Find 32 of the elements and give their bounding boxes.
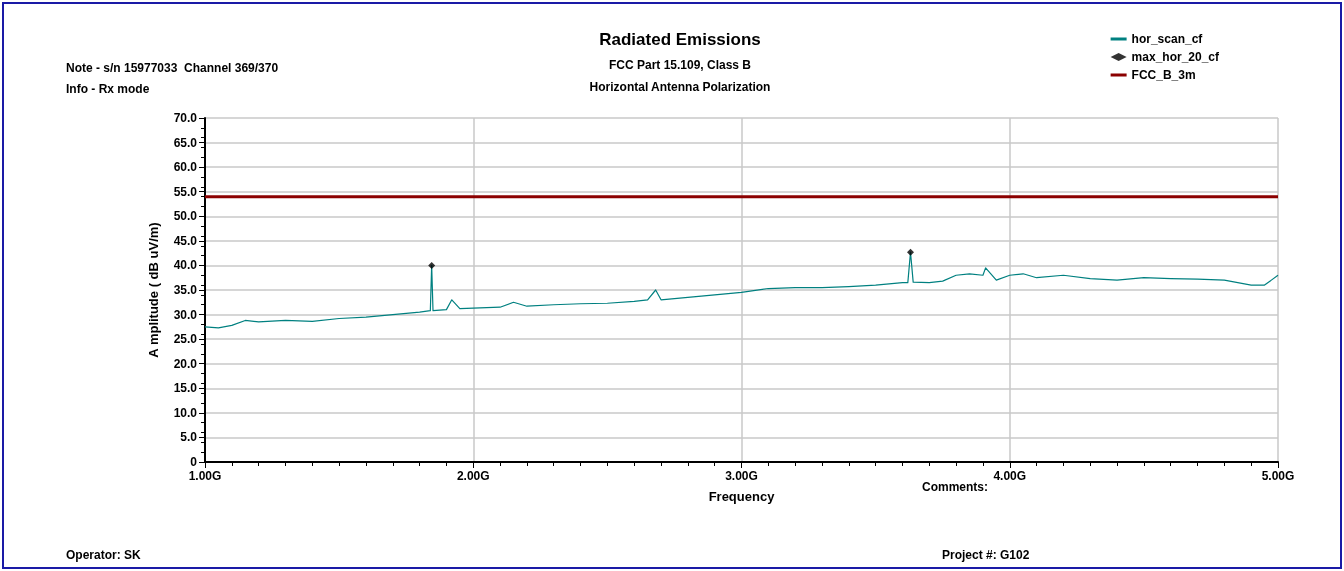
y-tick-label: 15.0	[173, 381, 198, 396]
x-axis-title: Frequency	[708, 489, 776, 504]
y-tick-label: 50.0	[173, 209, 198, 224]
text: Note - s/n 15977033 Channel 369/370	[66, 61, 279, 75]
y-tick-label: 20.0	[173, 356, 198, 371]
text: Operator: SK	[66, 548, 142, 562]
chart-title: Radiated Emissions	[599, 30, 761, 49]
y-tick-label: 60.0	[173, 160, 198, 175]
text: Info - Rx mode	[66, 82, 150, 96]
chart-subtitle: FCC Part 15.109, Class B Horizontal Antenna Polarization	[589, 58, 771, 94]
y-tick-label: 30.0	[173, 307, 198, 322]
legend-label: FCC_B_3m	[1131, 68, 1196, 82]
x-tick-label: 4.00G	[993, 469, 1027, 483]
x-tick-label: 1.00G	[188, 469, 222, 483]
y-tick-label: 40.0	[173, 258, 198, 273]
x-tick-label: 3.00G	[725, 469, 758, 483]
y-tick-label: 45.0	[173, 233, 198, 248]
y-tick-label: 0	[190, 455, 198, 469]
y-tick-label: 10.0	[173, 405, 198, 420]
y-tick-label: 65.0	[173, 135, 198, 150]
y-tick-label: 70.0	[173, 111, 198, 125]
y-tick-label: 5.0	[180, 430, 198, 445]
y-tick-label: 35.0	[173, 283, 198, 297]
legend-label: hor_scan_cf	[1131, 32, 1204, 46]
y-tick-label: 25.0	[173, 332, 198, 347]
text: Project #: G102	[942, 548, 1030, 562]
y-tick-label: 55.0	[173, 184, 198, 199]
y-axis-title: A mplitude ( dB uV/m)	[146, 222, 161, 358]
text: Comments:	[922, 480, 989, 494]
x-tick-label: 2.00G	[456, 469, 490, 483]
legend-label: max_hor_20_cf	[1131, 50, 1220, 64]
x-tick-label: 5.00G	[1261, 469, 1295, 483]
